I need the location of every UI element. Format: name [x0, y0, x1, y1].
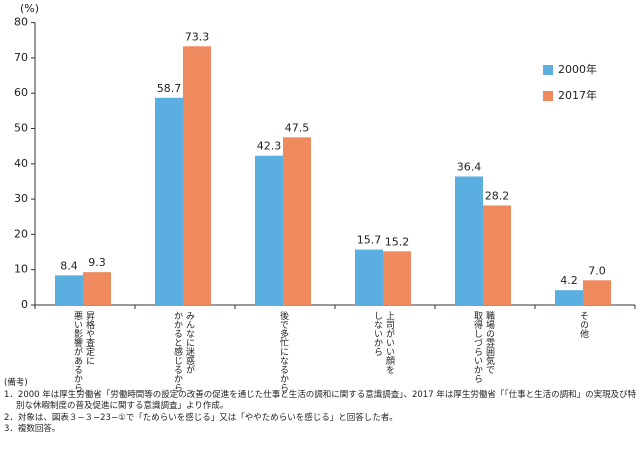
bar: [183, 46, 211, 305]
value-label: 4.2: [560, 274, 578, 287]
y-tick-label: 50: [14, 122, 28, 135]
bar: [255, 155, 283, 305]
value-label: 36.4: [457, 161, 482, 174]
notes-heading: (備考): [4, 378, 28, 388]
bar: [83, 272, 111, 305]
bar: [283, 137, 311, 305]
value-label: 7.0: [588, 264, 606, 277]
value-label: 42.3: [257, 140, 282, 153]
note: 3．複数回答。: [4, 424, 61, 434]
value-label: 58.7: [157, 82, 182, 95]
note: 1．2000 年は厚生労働省「労働時間等の設定の改善の促進を通じた仕事と生活の調…: [4, 389, 637, 412]
x-tick-label: 上司がいい顔を しないから: [372, 311, 394, 374]
bar: [355, 249, 383, 305]
y-tick-label: 70: [14, 51, 28, 64]
y-unit: (%): [20, 2, 39, 15]
y-tick-label: 0: [21, 298, 28, 311]
bar: [483, 205, 511, 305]
legend-label: 2017年: [558, 88, 597, 102]
value-label: 28.2: [485, 189, 510, 202]
value-label: 73.3: [185, 30, 210, 43]
notes: (備考) 1．2000 年は厚生労働省「労働時間等の設定の改善の促進を通じた仕事…: [4, 378, 640, 436]
y-tick-label: 80: [14, 16, 28, 29]
value-label: 15.7: [357, 234, 382, 247]
y-tick-label: 10: [14, 263, 28, 276]
bar: [383, 251, 411, 305]
x-tick-label: 職場の雰囲気で 取得しづらいから: [472, 311, 494, 383]
legend-swatch: [543, 65, 553, 75]
value-label: 15.2: [385, 235, 410, 248]
value-label: 8.4: [60, 259, 78, 272]
y-tick-label: 40: [14, 157, 28, 170]
x-tick-label: みんなに迷惑が かかると感じるから: [172, 311, 194, 392]
y-tick-label: 20: [14, 227, 28, 240]
legend-label: 2000年: [558, 62, 597, 76]
note: 2．対象は、図表３−３−23−①で「ためらいを感じる」又は「ややためらいを感じる…: [4, 412, 398, 423]
value-label: 9.3: [88, 256, 106, 269]
bar: [155, 97, 183, 305]
y-tick-label: 60: [14, 86, 28, 99]
bar: [583, 280, 611, 305]
y-tick-label: 30: [14, 192, 28, 205]
x-tick-label: 昇格や査定に 悪い影響があるから: [72, 311, 94, 392]
bar: [55, 275, 83, 305]
x-tick-label: 後で多忙になるから: [278, 311, 288, 392]
legend-swatch: [543, 91, 553, 101]
bar: [555, 290, 583, 305]
bar: [455, 176, 483, 305]
value-label: 47.5: [285, 121, 310, 134]
x-tick-label: その他: [578, 311, 588, 338]
